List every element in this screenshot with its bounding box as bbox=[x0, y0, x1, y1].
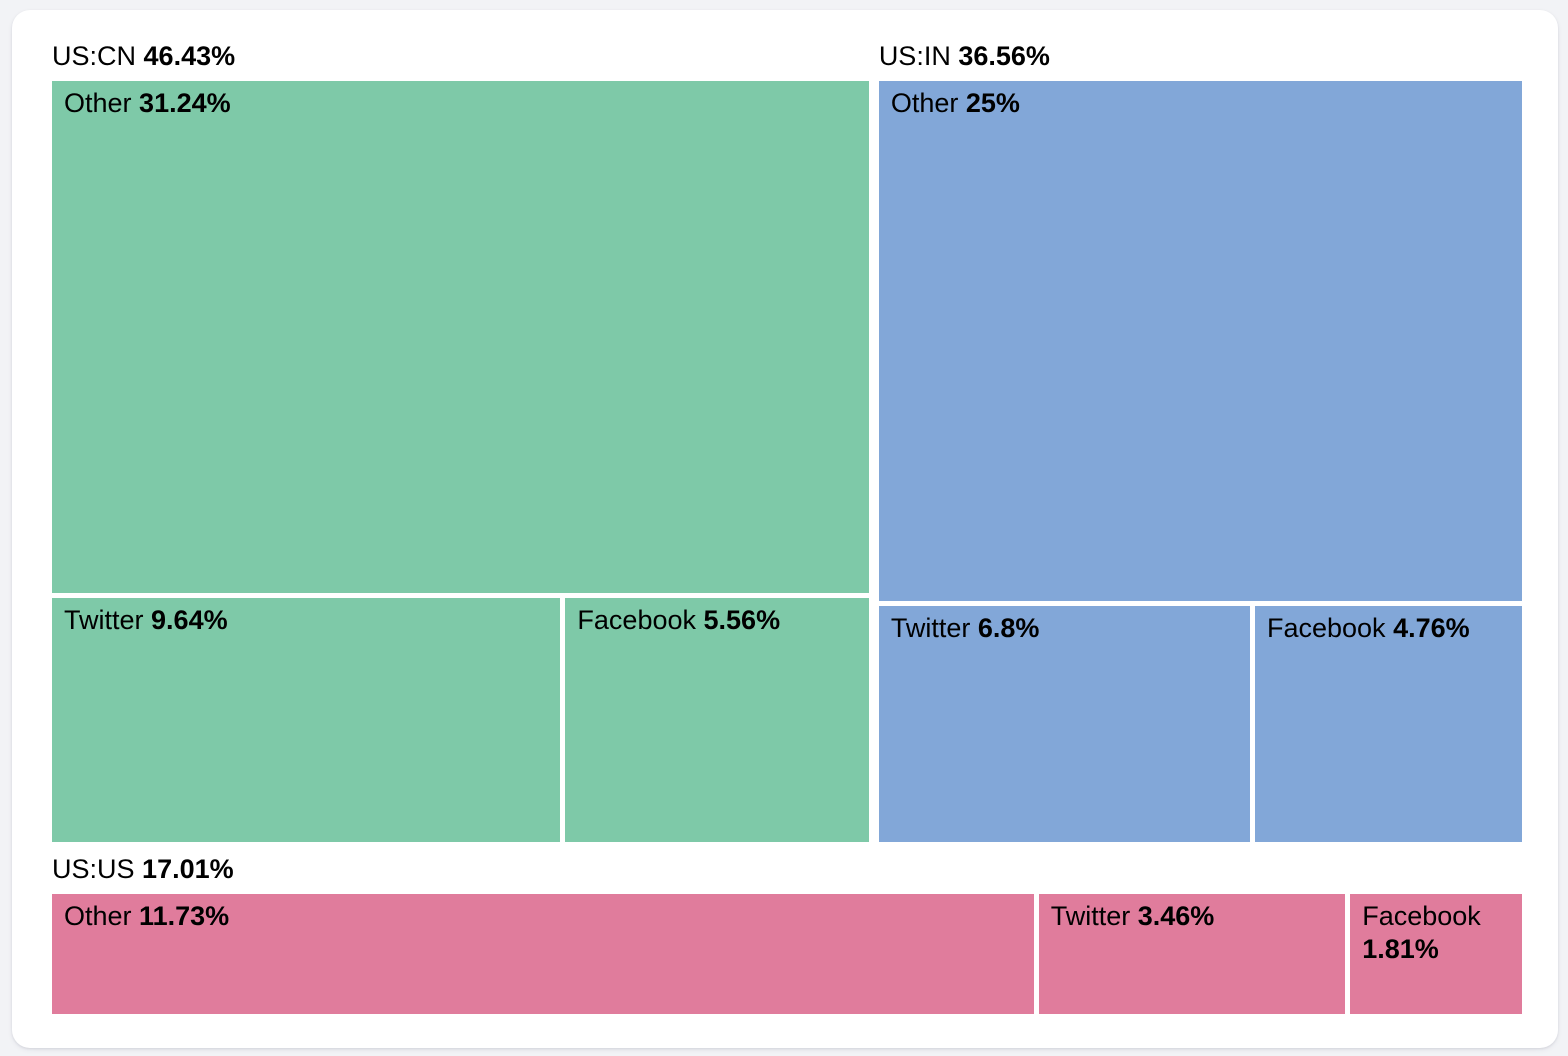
group-value: 36.56% bbox=[958, 41, 1050, 71]
cell-value: 4.76% bbox=[1393, 613, 1470, 644]
cell-row-us-us: Other 11.73% Twitter 3.46% Facebook 1.81… bbox=[52, 894, 1522, 1014]
cell-row-us-in: Twitter 6.8% Facebook 4.76% bbox=[878, 606, 1522, 842]
treemap-cell-us-cn-twitter[interactable]: Twitter 9.64% bbox=[52, 598, 561, 842]
group-label: US:US bbox=[52, 854, 135, 884]
cell-value: 3.46% bbox=[1137, 901, 1215, 931]
group-header-us-cn: US:CN 46.43% bbox=[52, 40, 869, 73]
treemap-top-row: US:CN 46.43% Other 31.24% Twitter 9.64% … bbox=[52, 40, 1522, 842]
treemap-cell-us-us-twitter[interactable]: Twitter 3.46% bbox=[1038, 894, 1346, 1014]
cell-value: 9.64% bbox=[151, 605, 228, 636]
cell-label: Twitter bbox=[890, 613, 971, 644]
cell-value: 6.8% bbox=[977, 613, 1040, 644]
treemap-cell-us-us-other[interactable]: Other 11.73% bbox=[52, 894, 1034, 1014]
group-label: US:CN bbox=[52, 41, 137, 71]
treemap-cell-us-cn-other[interactable]: Other 31.24% bbox=[52, 81, 869, 594]
treemap-cell-us-us-facebook[interactable]: Facebook 1.81% bbox=[1350, 894, 1522, 1014]
cell-label: Facebook bbox=[1362, 901, 1481, 931]
group-value: 46.43% bbox=[143, 41, 236, 71]
cell-label: Facebook bbox=[577, 605, 696, 636]
treemap-group-us-in: US:IN 36.56% Other 25% Twitter 6.8% Face… bbox=[878, 40, 1522, 842]
cell-value: 31.24% bbox=[139, 88, 231, 118]
cell-label: Other bbox=[64, 88, 132, 118]
cell-label: Twitter bbox=[64, 605, 144, 636]
cell-row-us-cn: Twitter 9.64% Facebook 5.56% bbox=[52, 598, 869, 842]
treemap-cell-us-cn-facebook[interactable]: Facebook 5.56% bbox=[565, 598, 869, 842]
cell-label: Other bbox=[890, 88, 959, 118]
treemap-cell-us-in-other[interactable]: Other 25% bbox=[878, 81, 1522, 602]
cell-value: 5.56% bbox=[703, 605, 781, 636]
cell-label: Facebook bbox=[1266, 613, 1386, 644]
group-header-us-us: US:US 17.01% bbox=[52, 853, 1522, 886]
group-body-us-cn: Other 31.24% Twitter 9.64% Facebook 5.56… bbox=[52, 81, 869, 842]
treemap-group-us-us: US:US 17.01% Other 11.73% Twitter 3.46% … bbox=[52, 853, 1522, 1014]
cell-value: 25% bbox=[965, 88, 1020, 118]
group-value: 17.01% bbox=[142, 854, 234, 884]
treemap-group-us-cn: US:CN 46.43% Other 31.24% Twitter 9.64% … bbox=[52, 40, 869, 842]
cell-label: Other bbox=[64, 901, 132, 931]
group-label: US:IN bbox=[878, 41, 951, 71]
cell-value: 11.73% bbox=[139, 901, 230, 931]
group-body-us-in: Other 25% Twitter 6.8% Facebook 4.76% bbox=[878, 81, 1522, 842]
treemap-cell-us-in-facebook[interactable]: Facebook 4.76% bbox=[1254, 606, 1522, 842]
treemap-card: US:CN 46.43% Other 31.24% Twitter 9.64% … bbox=[12, 10, 1558, 1048]
cell-value: 1.81% bbox=[1362, 934, 1439, 964]
group-header-us-in: US:IN 36.56% bbox=[879, 40, 1522, 73]
cell-label: Twitter bbox=[1050, 901, 1131, 931]
treemap-cell-us-in-twitter[interactable]: Twitter 6.8% bbox=[878, 606, 1250, 842]
